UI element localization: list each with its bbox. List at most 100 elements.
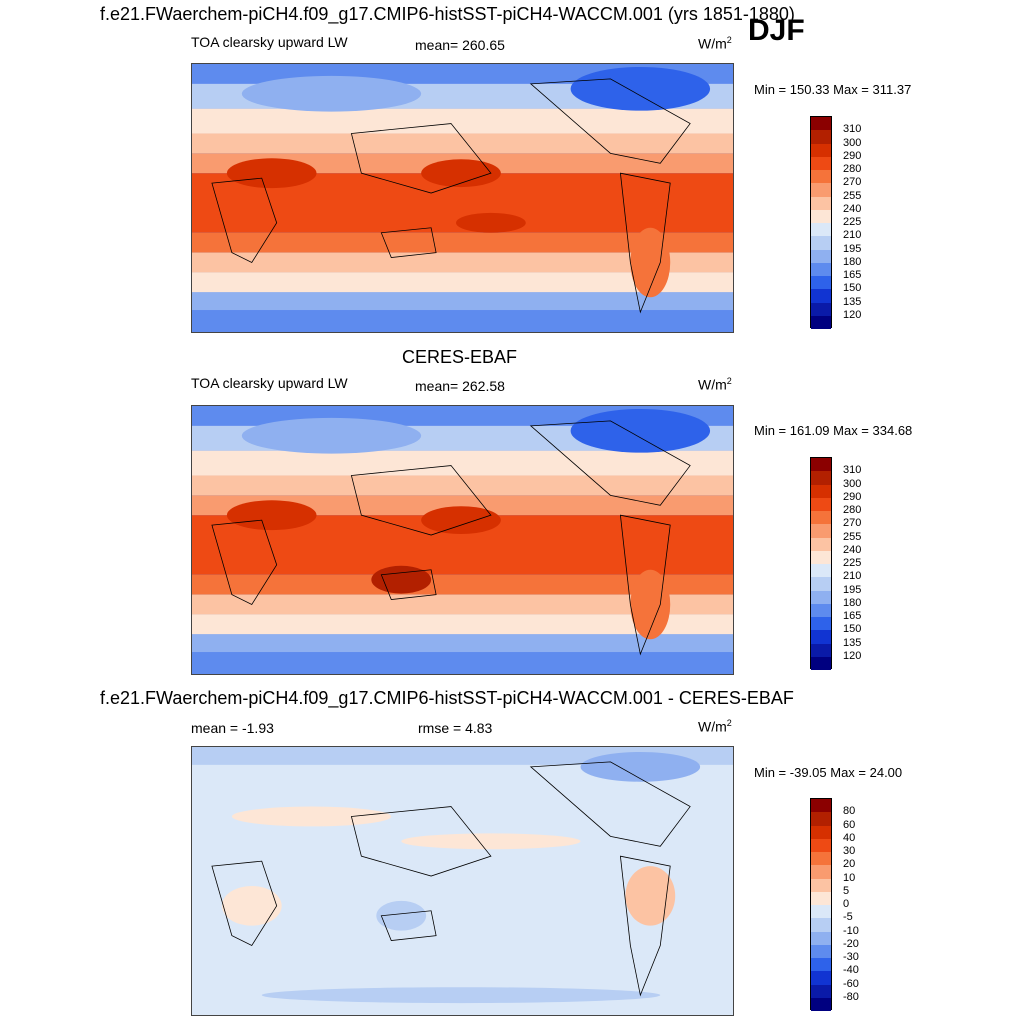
colorbar-tick-label: 180 [843, 255, 862, 268]
panel3-units: W/m2 [698, 718, 732, 735]
panel2-colorbar [810, 457, 832, 670]
colorbar-swatch [811, 997, 831, 1011]
colorbar-swatch [811, 984, 831, 998]
colorbar-swatch [811, 603, 831, 617]
colorbar-tick-label: 0 [843, 898, 850, 910]
colorbar-swatch [811, 209, 831, 223]
panel1-mean: mean= 260.65 [415, 37, 505, 53]
colorbar-tick-label: -80 [843, 990, 859, 1003]
colorbar-swatch [811, 825, 831, 839]
colorbar-tick-label: 30 [843, 845, 856, 857]
panel2-minmax: Min = 161.09 Max = 334.68 [754, 423, 913, 438]
colorbar-tick-label: 10 [843, 871, 856, 884]
colorbar-swatch [811, 590, 831, 604]
colorbar-tick-label: 280 [843, 504, 862, 516]
colorbar-tick-label: 225 [843, 216, 862, 228]
colorbar-swatch [811, 617, 831, 631]
colorbar-swatch [811, 183, 831, 197]
colorbar-swatch [811, 838, 831, 852]
colorbar-tick-label: 195 [843, 242, 862, 255]
colorbar-swatch [811, 223, 831, 237]
colorbar-tick-label: 80 [843, 805, 856, 818]
colorbar-tick-label: 255 [843, 530, 862, 543]
colorbar-tick-label: 120 [843, 649, 862, 662]
colorbar-swatch [811, 577, 831, 591]
colorbar-swatch [811, 550, 831, 564]
colorbar-swatch [811, 931, 831, 945]
colorbar-swatch [811, 196, 831, 210]
colorbar-tick-label: -20 [843, 937, 859, 950]
colorbar-swatch [811, 891, 831, 905]
panel2-title: CERES-EBAF [402, 347, 518, 367]
colorbar-tick-label: 280 [843, 163, 862, 175]
colorbar-tick-label: -10 [843, 924, 859, 937]
colorbar-tick-label: 165 [843, 610, 862, 622]
colorbar-tick-label: 225 [843, 557, 862, 569]
colorbar-swatch [811, 537, 831, 551]
colorbar-swatch [811, 117, 831, 131]
colorbar-swatch [811, 878, 831, 892]
colorbar-tick-label: 240 [843, 543, 862, 556]
panel3-title: f.e21.FWaerchem-piCH4.f09_g17.CMIP6-hist… [100, 688, 794, 708]
colorbar-swatch [811, 315, 831, 329]
colorbar-swatch [811, 643, 831, 657]
colorbar-swatch [811, 958, 831, 972]
colorbar-swatch [811, 262, 831, 276]
season-label: DJF [748, 14, 805, 47]
colorbar-swatch [811, 458, 831, 472]
panel2-variable: TOA clearsky upward LW [191, 375, 348, 391]
colorbar-swatch [811, 852, 831, 866]
colorbar-swatch [811, 511, 831, 525]
colorbar-swatch [811, 484, 831, 498]
colorbar-swatch [811, 302, 831, 316]
colorbar-swatch [811, 143, 831, 157]
colorbar-tick-label: 210 [843, 229, 862, 242]
colorbar-tick-label: 150 [843, 623, 862, 636]
panel2-map [191, 405, 734, 675]
colorbar-tick-label: 150 [843, 282, 862, 295]
colorbar-swatch [811, 656, 831, 670]
colorbar-swatch [811, 865, 831, 879]
colorbar-tick-label: -40 [843, 964, 859, 977]
colorbar-tick-label: 270 [843, 517, 862, 530]
colorbar-swatch [811, 130, 831, 144]
colorbar-swatch [811, 524, 831, 538]
colorbar-tick-label: -5 [843, 911, 853, 924]
colorbar-swatch [811, 812, 831, 826]
colorbar-tick-label: 290 [843, 149, 862, 162]
colorbar-tick-label: 300 [843, 477, 862, 490]
colorbar-swatch [811, 630, 831, 644]
colorbar-tick-label: 210 [843, 570, 862, 583]
panel3-colorbar [810, 798, 832, 1011]
colorbar-tick-label: 120 [843, 308, 862, 321]
panel1-map [191, 63, 734, 333]
colorbar-swatch [811, 497, 831, 511]
panel1-minmax: Min = 150.33 Max = 311.37 [754, 82, 912, 97]
main-title: f.e21.FWaerchem-piCH4.f09_g17.CMIP6-hist… [100, 4, 795, 24]
colorbar-tick-label: 40 [843, 831, 856, 844]
colorbar-swatch [811, 799, 831, 813]
colorbar-swatch [811, 564, 831, 578]
colorbar-tick-label: 5 [843, 884, 850, 897]
colorbar-tick-label: 135 [843, 295, 862, 308]
colorbar-tick-label: 255 [843, 189, 862, 202]
colorbar-tick-label: -60 [843, 977, 859, 990]
colorbar-tick-label: 290 [843, 490, 862, 503]
colorbar-swatch [811, 471, 831, 485]
colorbar-tick-label: 180 [843, 596, 862, 609]
colorbar-swatch [811, 289, 831, 303]
colorbar-tick-label: 60 [843, 818, 856, 831]
colorbar-tick-label: 300 [843, 136, 862, 149]
panel2-units: W/m2 [698, 376, 732, 393]
panel3-map [191, 746, 734, 1016]
colorbar-tick-label: 165 [843, 269, 862, 281]
panel1-colorbar [810, 116, 832, 329]
colorbar-swatch [811, 276, 831, 290]
colorbar-tick-label: 135 [843, 636, 862, 649]
colorbar-swatch [811, 236, 831, 250]
colorbar-tick-label: 270 [843, 176, 862, 189]
colorbar-swatch [811, 918, 831, 932]
colorbar-tick-label: 310 [843, 464, 862, 477]
colorbar-tick-label: 20 [843, 858, 856, 871]
panel3-rmse: rmse = 4.83 [418, 720, 493, 736]
